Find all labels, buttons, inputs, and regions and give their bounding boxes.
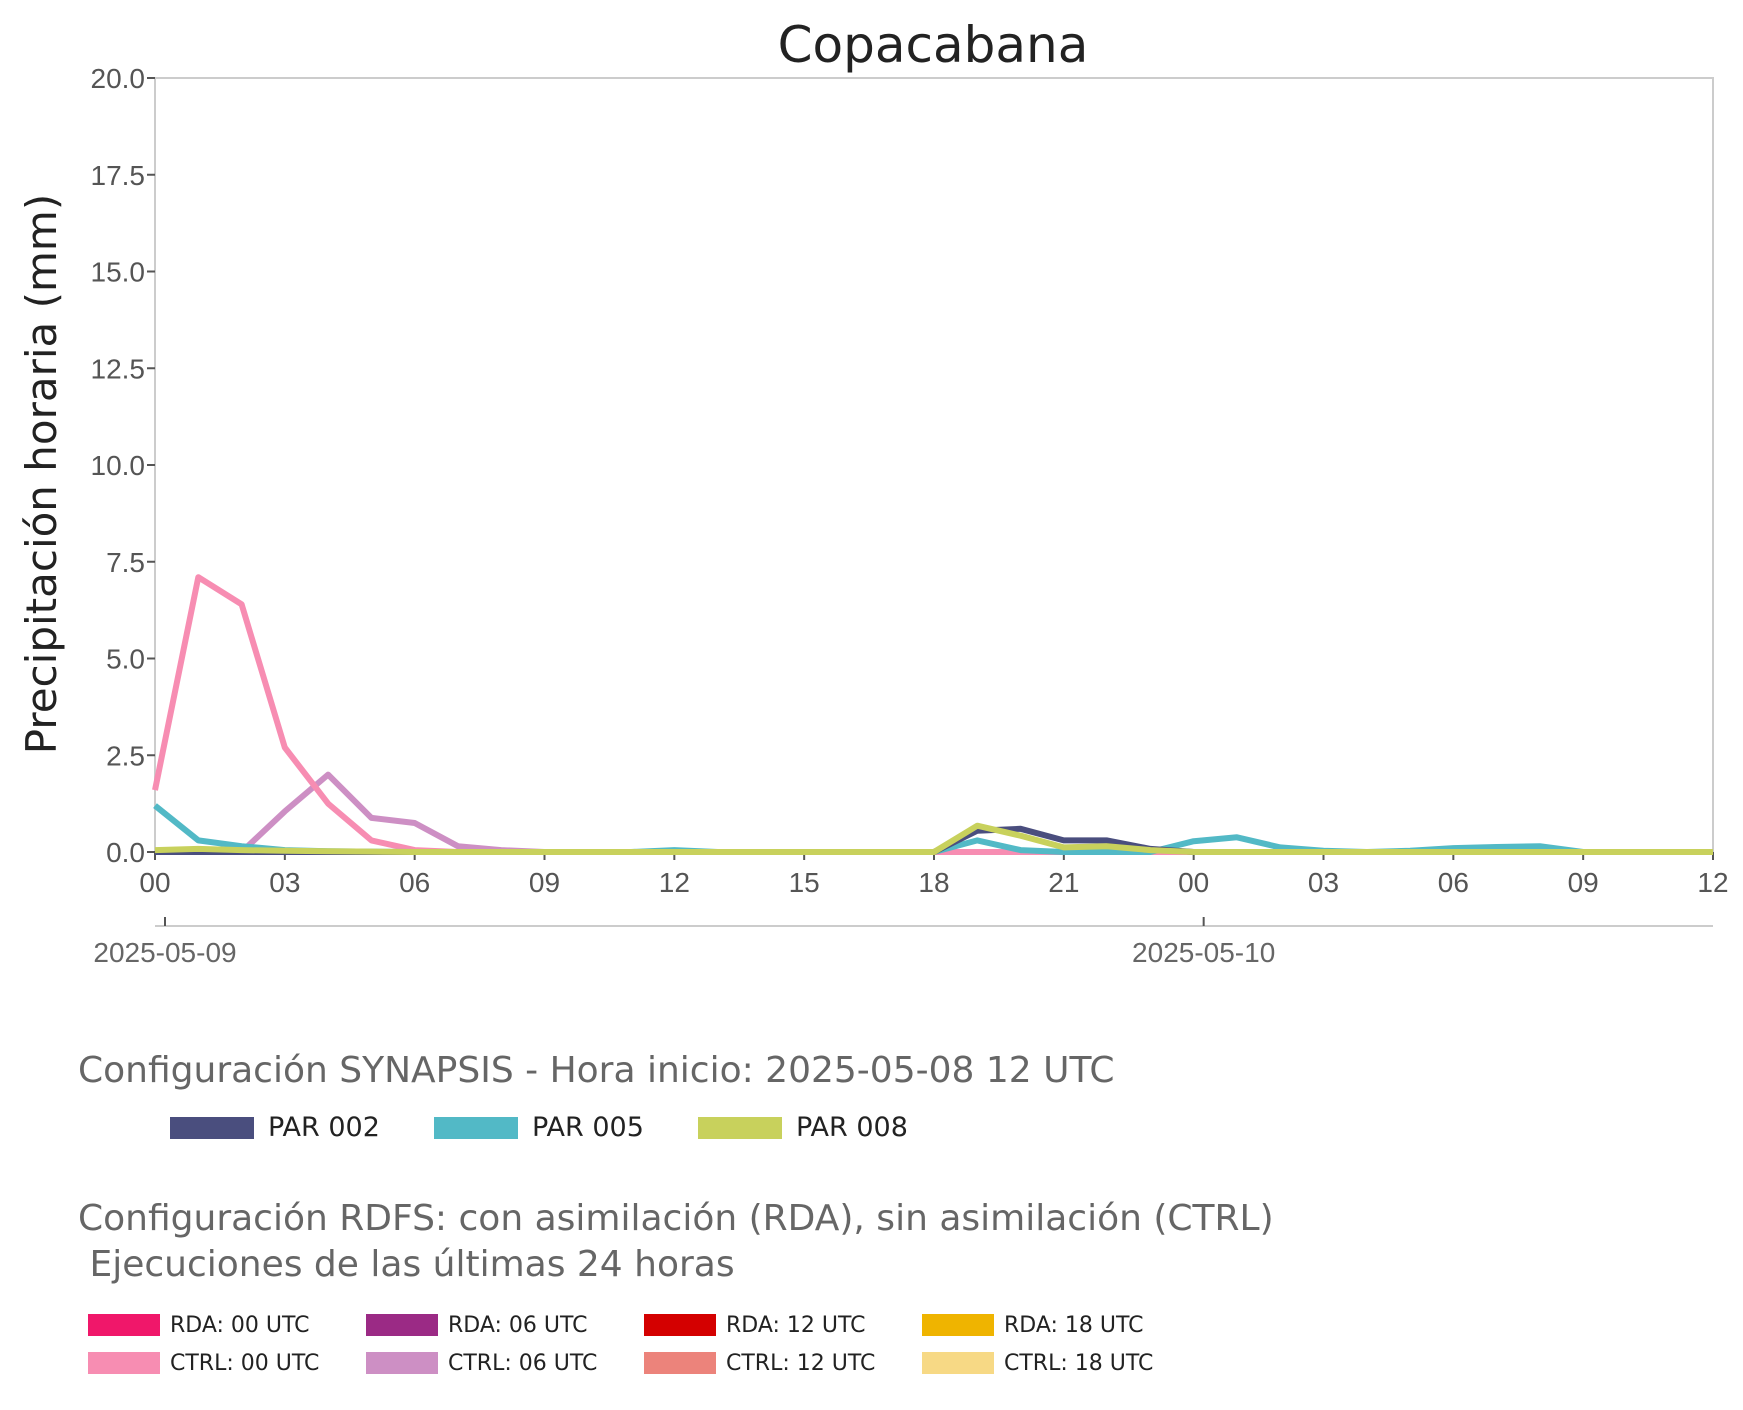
y-tick-label: 15.0: [91, 257, 146, 288]
legend-swatch: [88, 1352, 160, 1374]
par-legend-item: PAR 002: [170, 1112, 434, 1143]
run-legend-item: RDA: 12 UTC: [644, 1312, 922, 1338]
legend-label: PAR 005: [532, 1112, 644, 1143]
run-legend-item: CTRL: 18 UTC: [922, 1350, 1200, 1376]
y-tick-label: 17.5: [91, 160, 146, 191]
series-lines: [152, 574, 1713, 855]
x-tick-label: 00: [1178, 867, 1209, 898]
par-legend-item: PAR 008: [698, 1112, 962, 1143]
par-legend: PAR 002 PAR 005 PAR 008: [170, 1112, 962, 1143]
legend-swatch: [644, 1352, 716, 1374]
legend-swatch: [170, 1116, 254, 1139]
x-tick-label: 00: [139, 867, 170, 898]
series-line-ctrl-00-utc: [152, 574, 1713, 855]
run-legend-item: CTRL: 12 UTC: [644, 1350, 922, 1376]
legend-label: PAR 002: [268, 1112, 380, 1143]
legend-swatch: [922, 1314, 994, 1336]
legend-label: CTRL: 06 UTC: [448, 1350, 598, 1376]
legend-label: RDA: 06 UTC: [448, 1312, 588, 1338]
chart-title: Copacabana: [778, 16, 1089, 74]
legend-swatch: [366, 1314, 438, 1336]
x-tick-label: 12: [1697, 867, 1728, 898]
x-tick-label: 09: [1568, 867, 1599, 898]
date-label: 2025-05-10: [1132, 937, 1275, 968]
legend-swatch: [644, 1314, 716, 1336]
x-tick-label: 12: [659, 867, 690, 898]
y-tick-label: 7.5: [106, 547, 145, 578]
y-tick-label: 5.0: [106, 644, 145, 675]
x-tick-label: 21: [1048, 867, 1079, 898]
legend-swatch: [922, 1352, 994, 1374]
par-legend-item: PAR 005: [434, 1112, 698, 1143]
y-axis-label: Precipitación horaria (mm): [17, 194, 66, 754]
legend-swatch: [434, 1116, 518, 1139]
legend-swatch: [88, 1314, 160, 1336]
y-tick-label: 20.0: [91, 63, 146, 94]
run-legend-item: RDA: 06 UTC: [366, 1312, 644, 1338]
run-legend-item: RDA: 00 UTC: [88, 1312, 366, 1338]
legend-swatch: [366, 1352, 438, 1374]
synapsis-legend-title: Configuración SYNAPSIS - Hora inicio: 20…: [78, 1050, 1115, 1091]
run-legend-item: RDA: 18 UTC: [922, 1312, 1200, 1338]
legend-label: CTRL: 00 UTC: [170, 1350, 320, 1376]
x-tick-label: 06: [399, 867, 430, 898]
x-tick-label: 06: [1438, 867, 1469, 898]
x-tick-label: 15: [789, 867, 820, 898]
rdfs-legend-title: Configuración RDFS: con asimilación (RDA…: [78, 1198, 1274, 1285]
y-tick-label: 12.5: [91, 353, 146, 384]
precipitation-chart: Copacabana Precipitación horaria (mm) 0.…: [17, 16, 1729, 968]
y-tick-label: 10.0: [91, 450, 146, 481]
y-tick-label: 0.0: [106, 837, 145, 868]
x-tick-label: 09: [529, 867, 560, 898]
x-tick-label: 03: [269, 867, 300, 898]
x-tick-label: 03: [1308, 867, 1339, 898]
run-legend-item: CTRL: 00 UTC: [88, 1350, 366, 1376]
series-line-par-008: [154, 822, 1713, 855]
run-legend: RDA: 00 UTC RDA: 06 UTC RDA: 12 UTC RDA: 18…: [88, 1312, 1200, 1376]
legend-label: RDA: 18 UTC: [1004, 1312, 1144, 1338]
legend-swatch: [698, 1116, 782, 1139]
run-legend-item: CTRL: 06 UTC: [366, 1350, 644, 1376]
date-label: 2025-05-09: [93, 937, 236, 968]
axes: 0.0 2.5 5.0 7.5 10.0 12.5 15.0 17.5 20.0 00 03 06 09…: [91, 63, 1729, 968]
legend-label: RDA: 12 UTC: [726, 1312, 866, 1338]
legend-label: RDA: 00 UTC: [170, 1312, 310, 1338]
legend-label: PAR 008: [796, 1112, 908, 1143]
legend-label: CTRL: 18 UTC: [1004, 1350, 1154, 1376]
plot-frame: [154, 77, 1714, 853]
x-tick-label: 18: [918, 867, 949, 898]
y-tick-label: 2.5: [106, 740, 145, 771]
legend-label: CTRL: 12 UTC: [726, 1350, 876, 1376]
